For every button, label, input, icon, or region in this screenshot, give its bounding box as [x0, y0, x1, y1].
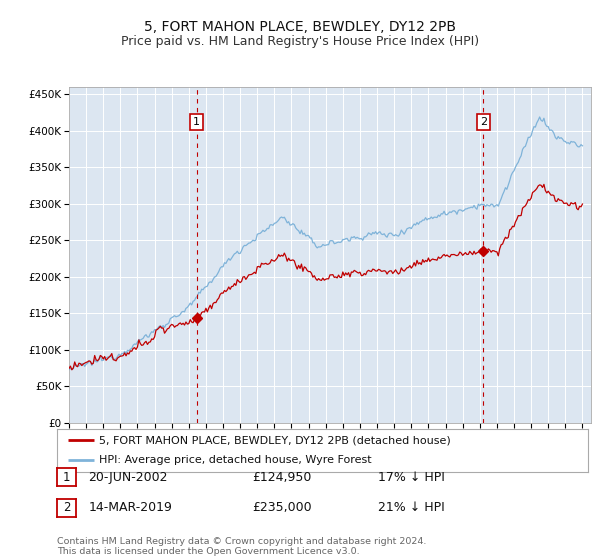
Text: 1: 1 — [193, 117, 200, 127]
Text: 21% ↓ HPI: 21% ↓ HPI — [378, 501, 445, 515]
Text: Contains HM Land Registry data © Crown copyright and database right 2024.: Contains HM Land Registry data © Crown c… — [57, 537, 427, 546]
Text: This data is licensed under the Open Government Licence v3.0.: This data is licensed under the Open Gov… — [57, 547, 359, 556]
Text: £235,000: £235,000 — [252, 501, 311, 515]
Text: HPI: Average price, detached house, Wyre Forest: HPI: Average price, detached house, Wyre… — [100, 455, 372, 465]
Text: 1: 1 — [63, 470, 70, 484]
Text: 2: 2 — [63, 501, 70, 515]
Text: Price paid vs. HM Land Registry's House Price Index (HPI): Price paid vs. HM Land Registry's House … — [121, 35, 479, 48]
Text: 5, FORT MAHON PLACE, BEWDLEY, DY12 2PB: 5, FORT MAHON PLACE, BEWDLEY, DY12 2PB — [144, 20, 456, 34]
Text: 2: 2 — [480, 117, 487, 127]
Text: 20-JUN-2002: 20-JUN-2002 — [88, 470, 168, 484]
Text: 5, FORT MAHON PLACE, BEWDLEY, DY12 2PB (detached house): 5, FORT MAHON PLACE, BEWDLEY, DY12 2PB (… — [100, 436, 451, 445]
Text: 17% ↓ HPI: 17% ↓ HPI — [378, 470, 445, 484]
Text: £124,950: £124,950 — [252, 470, 311, 484]
Text: 14-MAR-2019: 14-MAR-2019 — [88, 501, 172, 515]
